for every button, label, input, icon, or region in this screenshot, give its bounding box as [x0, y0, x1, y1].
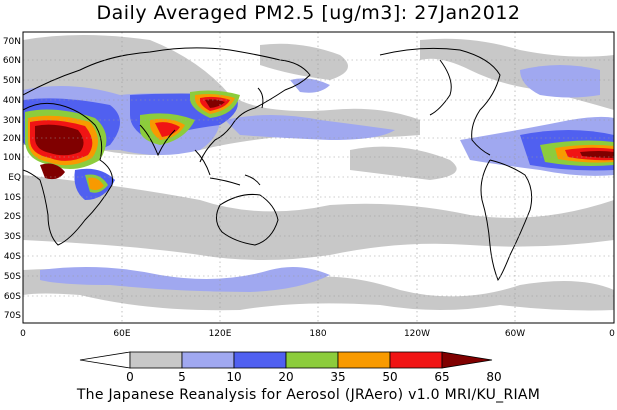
colorbar-label: 20 — [278, 370, 293, 384]
lat-label: 40N — [3, 96, 21, 106]
lat-label: 70S — [4, 311, 21, 321]
lon-label: 120W — [404, 329, 430, 339]
lat-label: 30S — [4, 232, 21, 242]
colorbar-label: 10 — [226, 370, 241, 384]
lon-label: 120E — [209, 329, 232, 339]
credit-line: The Japanese Reanalysis for Aerosol (JRA… — [76, 387, 541, 403]
lat-label: 60S — [4, 292, 21, 302]
lon-label: 0 — [20, 329, 26, 339]
lat-label: 10S — [4, 193, 21, 203]
lat-label: 50N — [3, 76, 21, 86]
graticule — [23, 32, 614, 323]
lat-label: 20N — [3, 134, 21, 144]
latitude-labels: 70N 60N 50N 40N 30N 20N 10N EQ 10S 20S 3… — [3, 37, 21, 321]
colorbar-label: 65 — [434, 370, 449, 384]
lat-label: 30N — [3, 116, 21, 126]
lon-label: 60E — [113, 329, 130, 339]
map-title: Daily Averaged PM2.5 [ug/m3]: 27Jan2012 — [96, 2, 521, 24]
colorbar-swatch — [181, 351, 235, 369]
colorbar-label: 35 — [330, 370, 345, 384]
colorbar-arrow-high — [441, 351, 493, 369]
colorbar-arrow-low — [79, 351, 131, 369]
lat-label: 20S — [4, 212, 21, 222]
coastlines — [23, 47, 533, 281]
colorbar-label: 5 — [178, 370, 186, 384]
lat-label: 50S — [4, 272, 21, 282]
lat-label: 60N — [3, 56, 21, 66]
lat-label: 10N — [3, 153, 21, 163]
band-over-80 — [35, 99, 614, 180]
colorbar-label: 80 — [486, 370, 501, 384]
map-frame — [22, 31, 615, 324]
colorbar-swatch — [233, 351, 287, 369]
lat-label: 40S — [4, 252, 21, 262]
colorbar-swatch — [337, 351, 391, 369]
colorbar: 0 5 10 20 35 50 65 80 — [79, 351, 502, 384]
colorbar-swatch — [389, 351, 443, 369]
colorbar-label: 50 — [382, 370, 397, 384]
lat-label: 70N — [3, 37, 21, 47]
colorbar-label: 0 — [126, 370, 134, 384]
longitude-labels: 0 60E 120E 180 120W 60W 0 — [20, 329, 615, 339]
lon-label: 0 — [609, 329, 615, 339]
colorbar-swatch — [129, 351, 183, 369]
lon-label: 60W — [505, 329, 525, 339]
lon-label: 180 — [309, 329, 326, 339]
lat-label: EQ — [8, 173, 21, 183]
colorbar-swatch — [285, 351, 339, 369]
